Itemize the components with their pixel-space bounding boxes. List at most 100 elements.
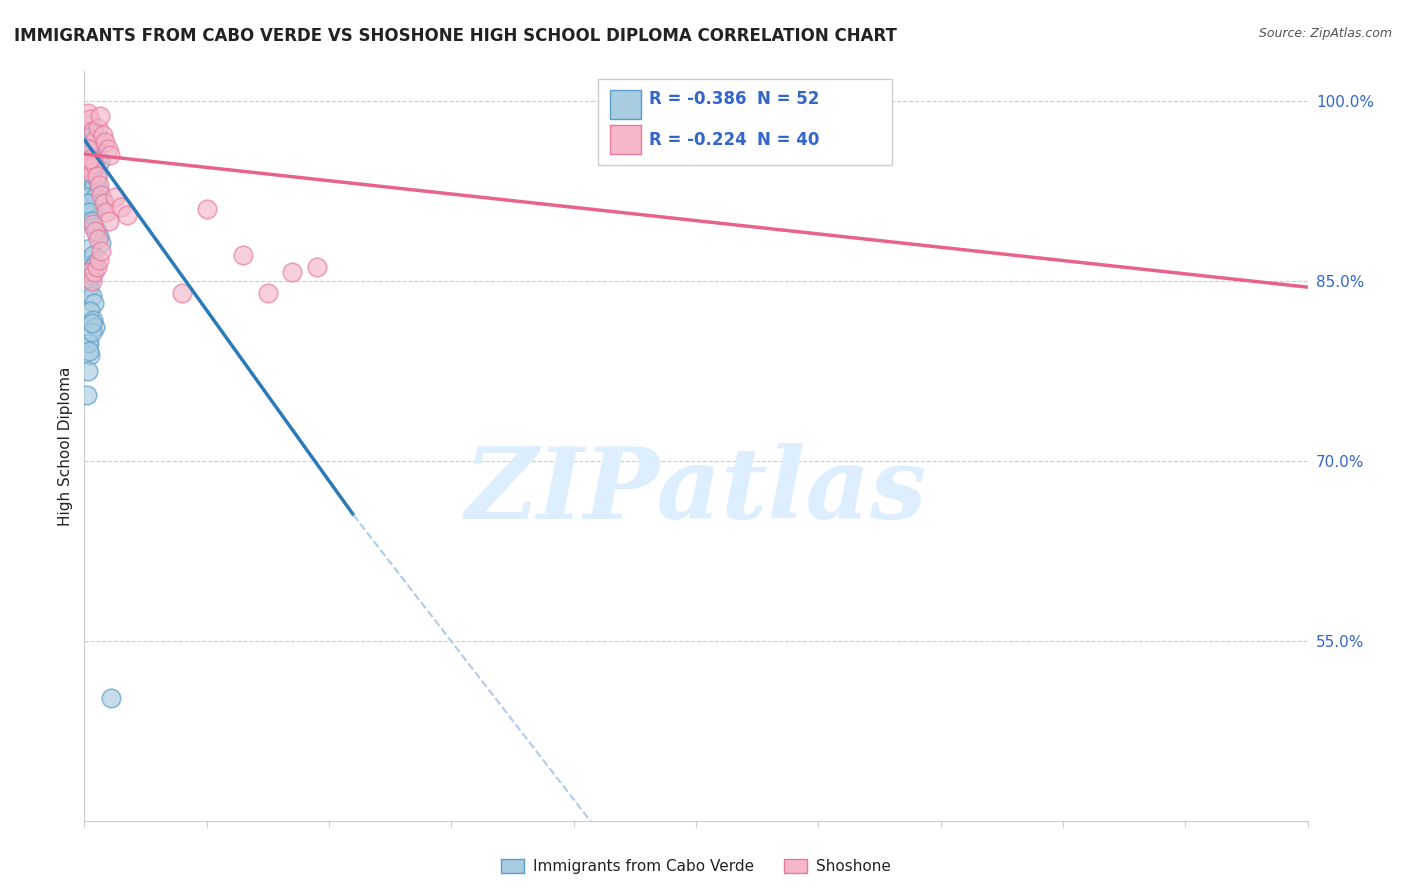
Point (79, 130, 101, 145)
Point (77, 190, 100, 204)
Point (87, 178, 110, 193)
Point (77, 336, 100, 351)
Point (257, 286, 280, 301)
Point (86, 169, 108, 183)
Point (98, 148, 121, 162)
FancyBboxPatch shape (610, 90, 641, 119)
Point (76, 388, 98, 402)
Point (83, 295, 105, 310)
Point (79, 112, 101, 127)
Point (96, 204, 118, 219)
Text: N = 52: N = 52 (758, 90, 820, 108)
Point (83, 124, 105, 138)
Point (172, 286, 194, 301)
Y-axis label: High School Diploma: High School Diploma (58, 367, 73, 525)
Point (77, 142, 100, 156)
Legend: Immigrants from Cabo Verde, Shoshone: Immigrants from Cabo Verde, Shoshone (495, 853, 897, 880)
Point (91, 128, 114, 142)
Point (84, 319, 107, 334)
Point (87, 120, 110, 135)
Text: R = -0.386: R = -0.386 (650, 90, 747, 108)
Point (80, 268, 103, 282)
Point (77, 264, 100, 278)
Point (84, 256, 107, 270)
Point (305, 260, 328, 274)
Point (77, 118, 100, 132)
Text: R = -0.224: R = -0.224 (650, 131, 747, 149)
Point (77, 336, 100, 351)
Point (87, 228, 110, 243)
FancyBboxPatch shape (598, 78, 891, 165)
Point (77, 106, 100, 120)
Point (76, 154, 98, 169)
Point (100, 691, 122, 706)
Point (90, 244, 112, 259)
Point (80, 288, 103, 302)
Point (89, 109, 111, 123)
Text: ZIPatlas: ZIPatlas (465, 442, 927, 539)
Point (87, 252, 110, 267)
Point (84, 224, 107, 238)
Point (77, 364, 100, 378)
Point (82, 312, 104, 326)
Point (104, 190, 127, 204)
Point (115, 208, 138, 222)
Point (86, 224, 108, 238)
Point (79, 349, 101, 363)
Point (79, 196, 101, 211)
Point (77, 343, 100, 358)
Point (94, 135, 117, 149)
Point (83, 264, 105, 278)
Point (82, 260, 104, 274)
Point (77, 161, 100, 175)
Point (83, 156, 105, 170)
Point (77, 130, 100, 145)
Point (77, 280, 100, 294)
Point (77, 136, 100, 151)
Point (90, 235, 112, 250)
Point (84, 142, 107, 156)
Point (84, 133, 107, 147)
Point (77, 204, 100, 219)
Text: N = 40: N = 40 (758, 131, 820, 149)
Point (80, 172, 103, 186)
Point (80, 214, 103, 228)
Text: Source: ZipAtlas.com: Source: ZipAtlas.com (1258, 27, 1392, 40)
Point (232, 248, 254, 262)
Point (281, 264, 304, 278)
Point (76, 148, 98, 162)
Point (77, 264, 100, 278)
Point (80, 316, 103, 330)
Point (87, 184, 110, 198)
Point (93, 196, 115, 211)
Point (84, 190, 107, 204)
FancyBboxPatch shape (610, 125, 641, 153)
Point (82, 128, 104, 142)
Point (77, 166, 100, 180)
Point (86, 172, 108, 186)
Point (76, 161, 98, 175)
Point (79, 152, 101, 166)
Point (90, 187, 112, 202)
Point (83, 178, 105, 193)
Point (87, 232, 110, 246)
Point (86, 260, 108, 274)
Point (89, 154, 111, 169)
Point (82, 202, 104, 217)
Point (110, 200, 132, 214)
Point (80, 325, 103, 339)
Point (76, 154, 98, 169)
Point (79, 241, 101, 255)
Point (97, 142, 120, 156)
Point (195, 202, 218, 217)
Point (83, 220, 105, 235)
Point (80, 166, 103, 180)
Text: IMMIGRANTS FROM CABO VERDE VS SHOSHONE HIGH SCHOOL DIPLOMA CORRELATION CHART: IMMIGRANTS FROM CABO VERDE VS SHOSHONE H… (14, 27, 897, 45)
Point (82, 124, 104, 138)
Point (91, 193, 114, 207)
Point (79, 272, 101, 286)
Point (76, 196, 98, 211)
Point (80, 274, 103, 288)
Point (82, 217, 104, 231)
Point (82, 248, 104, 262)
